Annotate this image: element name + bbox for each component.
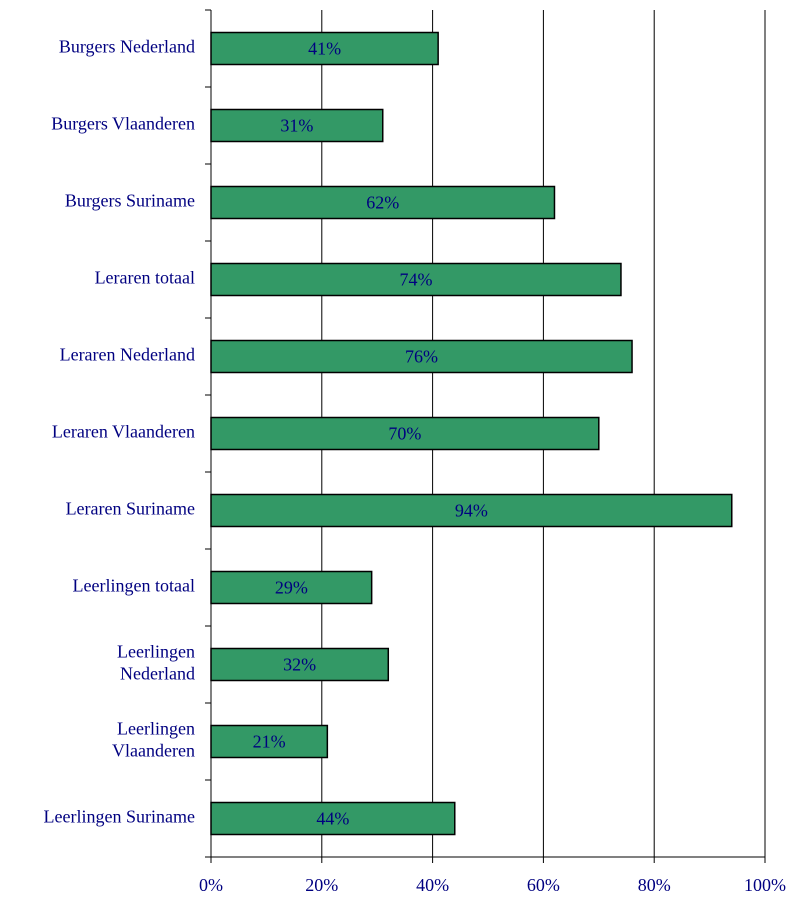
bar: [210, 416, 600, 451]
value-label: 41%: [308, 39, 341, 59]
value-label: 44%: [316, 809, 349, 829]
x-tick-label: 100%: [744, 875, 786, 895]
y-tick-label: Burgers Suriname: [65, 191, 195, 211]
bar: [210, 185, 556, 220]
x-tick-label: 20%: [305, 875, 338, 895]
x-tick-label: 80%: [638, 875, 671, 895]
bar: [210, 31, 439, 66]
y-tick-label: Leerlingen Nederland: [117, 642, 195, 684]
value-label: 70%: [388, 424, 421, 444]
y-tick-label: Leraren Nederland: [60, 345, 195, 365]
value-label: 94%: [455, 501, 488, 521]
y-tick-label: Leerlingen Suriname: [44, 807, 195, 827]
bar: [210, 339, 633, 374]
y-tick-label: Burgers Vlaanderen: [51, 114, 195, 134]
bar: [210, 108, 384, 143]
bar: [210, 801, 456, 836]
y-tick-label: Burgers Nederland: [59, 37, 195, 57]
value-label: 74%: [399, 270, 432, 290]
value-label: 32%: [283, 655, 316, 675]
x-tick-label: 60%: [527, 875, 560, 895]
value-label: 29%: [275, 578, 308, 598]
bar: [210, 262, 622, 297]
x-tick-label: 40%: [416, 875, 449, 895]
bar: [210, 493, 733, 528]
y-tick-label: Leerlingen Vlaanderen: [112, 719, 195, 761]
bar: [210, 570, 373, 605]
x-tick-label: 0%: [199, 875, 223, 895]
value-label: 62%: [366, 193, 399, 213]
value-label: 76%: [405, 347, 438, 367]
y-tick-label: Leraren Suriname: [66, 499, 195, 519]
y-tick-label: Leerlingen totaal: [73, 576, 195, 596]
value-label: 21%: [253, 732, 286, 752]
bar: [210, 724, 329, 759]
value-label: 31%: [280, 116, 313, 136]
y-tick-label: Leraren totaal: [95, 268, 195, 288]
bar: [210, 647, 390, 682]
y-tick-label: Leraren Vlaanderen: [52, 422, 195, 442]
